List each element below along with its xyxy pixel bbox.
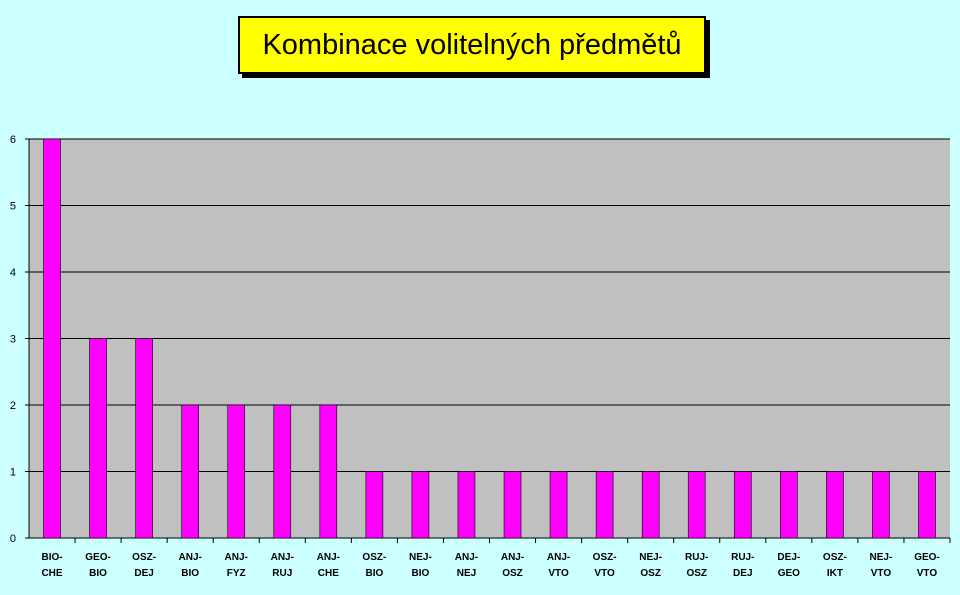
x-category-label: RUJ- xyxy=(685,552,708,563)
x-category-label: IKT xyxy=(827,568,843,579)
y-tick-label: 6 xyxy=(10,134,16,146)
bar xyxy=(319,404,338,539)
x-category-label: BIO xyxy=(365,568,383,579)
y-tick-label: 0 xyxy=(10,533,16,545)
bar xyxy=(872,471,890,539)
y-tick-label: 4 xyxy=(10,267,16,279)
x-category-label: DEJ xyxy=(134,568,153,579)
y-tick-label: 5 xyxy=(10,201,16,213)
x-category-label: ANJ- xyxy=(317,552,340,563)
bar xyxy=(273,404,292,539)
x-category-label: OSZ- xyxy=(362,552,386,563)
bar xyxy=(595,471,614,539)
x-category-label: BIO xyxy=(181,568,199,579)
x-category-label: VTO xyxy=(871,568,892,579)
bar xyxy=(503,471,522,539)
x-category-label: VTO xyxy=(917,568,938,579)
x-category-label: NEJ- xyxy=(870,552,893,563)
x-category-label: ANJ- xyxy=(455,552,478,563)
bar xyxy=(89,338,107,539)
x-category-label: OSZ xyxy=(686,568,707,579)
x-category-label: ANJ- xyxy=(179,552,202,563)
x-category-label: BIO xyxy=(412,568,430,579)
bar xyxy=(43,138,61,539)
x-category-label: ANJ- xyxy=(271,552,294,563)
x-category-label: BIO- xyxy=(41,552,62,563)
x-category-label: OSZ- xyxy=(823,552,847,563)
x-category-label: OSZ xyxy=(640,568,661,579)
x-category-label: ANJ- xyxy=(225,552,248,563)
bar xyxy=(549,471,568,539)
bar xyxy=(687,471,706,539)
bar xyxy=(457,471,476,539)
x-category-label: NEJ- xyxy=(409,552,432,563)
x-category-label: OSZ- xyxy=(593,552,617,563)
x-category-label: BIO xyxy=(89,568,107,579)
x-category-label: VTO xyxy=(594,568,615,579)
chart-title: Kombinace volitelných předmětů xyxy=(262,28,682,61)
bar xyxy=(181,404,199,539)
x-category-label: FYZ xyxy=(227,568,246,579)
y-tick-label: 2 xyxy=(10,400,16,412)
x-category-label: GEO- xyxy=(85,552,111,563)
bar xyxy=(227,404,246,539)
x-category-label: NEJ- xyxy=(639,552,662,563)
x-category-label: RUJ- xyxy=(731,552,754,563)
chart-title-box: Kombinace volitelných předmětů xyxy=(238,16,706,74)
bar xyxy=(411,471,430,539)
x-category-label: OSZ xyxy=(502,568,523,579)
x-category-label: OSZ- xyxy=(132,552,156,563)
bar xyxy=(918,471,936,539)
bar xyxy=(135,338,153,539)
bar xyxy=(780,471,798,539)
bar xyxy=(641,471,660,539)
x-category-label: GEO- xyxy=(914,552,940,563)
y-tick-label: 1 xyxy=(10,467,16,479)
x-category-label: DEJ xyxy=(733,568,752,579)
y-tick-label: 3 xyxy=(10,334,16,346)
x-category-label: CHE xyxy=(41,568,62,579)
bar xyxy=(733,471,752,539)
x-category-label: GEO xyxy=(778,568,800,579)
x-category-label: CHE xyxy=(318,568,339,579)
x-category-label: NEJ xyxy=(457,568,476,579)
x-category-label: DEJ- xyxy=(777,552,800,563)
x-category-label: ANJ- xyxy=(501,552,524,563)
bar xyxy=(365,471,384,539)
x-category-label: VTO xyxy=(548,568,569,579)
bar xyxy=(826,471,844,539)
x-category-label: ANJ- xyxy=(547,552,570,563)
x-category-label: RUJ xyxy=(272,568,292,579)
